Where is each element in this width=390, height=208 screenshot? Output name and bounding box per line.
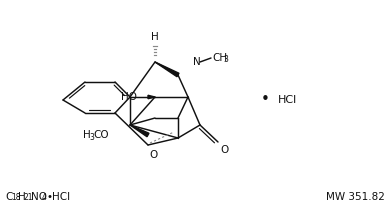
Polygon shape bbox=[130, 125, 149, 137]
Text: C: C bbox=[5, 192, 12, 202]
Text: N: N bbox=[193, 57, 201, 67]
Text: CH: CH bbox=[212, 53, 227, 63]
Polygon shape bbox=[148, 95, 155, 99]
Text: •HCl: •HCl bbox=[46, 192, 70, 202]
Text: H: H bbox=[151, 32, 159, 42]
Text: CO: CO bbox=[93, 130, 109, 140]
Text: H: H bbox=[83, 130, 91, 140]
Text: O: O bbox=[149, 150, 157, 160]
Text: HCl: HCl bbox=[278, 95, 297, 105]
Text: 3: 3 bbox=[223, 56, 228, 64]
Text: 18: 18 bbox=[11, 193, 21, 202]
Text: •: • bbox=[261, 93, 269, 108]
Text: 21: 21 bbox=[24, 193, 34, 202]
Text: NO: NO bbox=[31, 192, 47, 202]
Text: MW 351.82: MW 351.82 bbox=[326, 192, 385, 202]
Text: HO: HO bbox=[121, 92, 137, 102]
Polygon shape bbox=[155, 62, 179, 77]
Text: 3: 3 bbox=[89, 132, 94, 141]
Text: O: O bbox=[220, 145, 228, 155]
Text: H: H bbox=[18, 192, 26, 202]
Text: 4: 4 bbox=[42, 193, 47, 202]
